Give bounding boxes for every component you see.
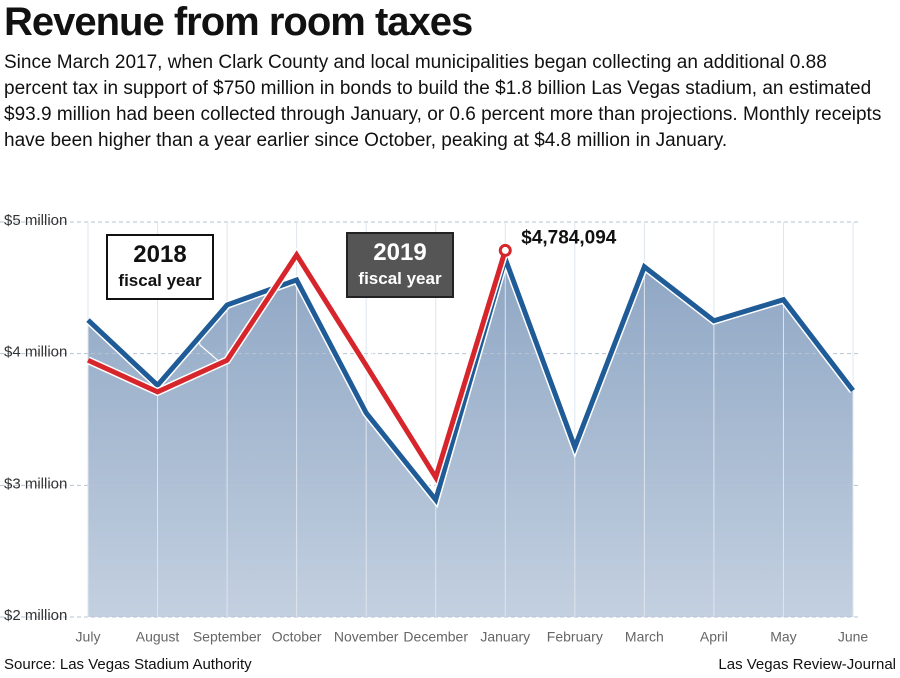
y-tick-label: $4 million xyxy=(4,344,67,361)
legend-pointer xyxy=(371,299,386,356)
chart-subtitle: Since March 2017, when Clark County and … xyxy=(4,52,882,151)
x-tick-label: May xyxy=(770,629,796,645)
y-tick-label: $2 million xyxy=(4,607,67,624)
x-tick-label: February xyxy=(547,629,603,645)
point-marker xyxy=(498,243,512,257)
credit: Las Vegas Review-Journal xyxy=(718,656,896,673)
legend-entry: 2019 fiscal year xyxy=(346,232,454,298)
data-label: $4,784,094 xyxy=(521,227,617,248)
x-tick-label: October xyxy=(272,629,322,645)
x-tick-label: August xyxy=(136,629,180,645)
source: Source: Las Vegas Stadium Authority xyxy=(4,656,252,673)
x-tick-label: September xyxy=(193,629,262,645)
chart-title: Revenue from room taxes xyxy=(4,0,473,44)
x-tick-label: March xyxy=(625,629,664,645)
x-tick-label: January xyxy=(480,629,530,645)
legend-entry: 2018 fiscal year xyxy=(106,234,214,300)
y-tick-label: $5 million xyxy=(4,212,67,229)
x-tick-label: June xyxy=(838,629,869,645)
x-tick-label: November xyxy=(334,629,399,645)
series-line xyxy=(86,249,508,484)
series-line xyxy=(86,250,855,506)
area xyxy=(88,258,853,617)
x-tick-label: July xyxy=(76,629,101,645)
y-tick-label: $3 million xyxy=(4,475,67,492)
x-tick-label: December xyxy=(403,629,468,645)
x-tick-label: April xyxy=(700,629,728,645)
legend-pointer xyxy=(189,297,224,366)
